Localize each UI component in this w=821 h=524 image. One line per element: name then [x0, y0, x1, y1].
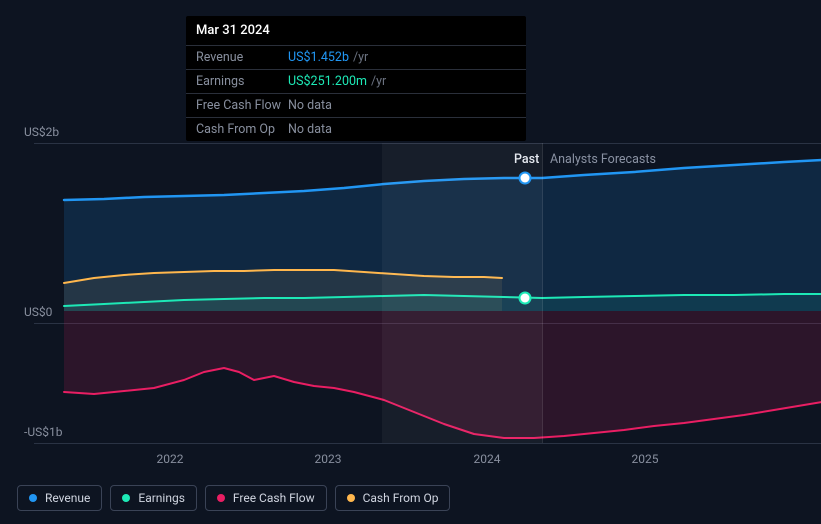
past-label: Past	[514, 152, 539, 167]
legend-item-cash-from-op[interactable]: Cash From Op	[335, 485, 451, 511]
y-tick-label: US$2b	[24, 125, 59, 139]
x-tick-label: 2023	[315, 452, 342, 466]
legend-dot-icon	[347, 494, 355, 502]
tooltip-metric-value: US$251.200m/yr	[288, 74, 516, 89]
past-highlight-zone	[382, 143, 542, 443]
chart-marker	[521, 294, 530, 303]
tooltip-metric-value: US$1.452b/yr	[288, 50, 516, 65]
x-tick-label: 2025	[632, 452, 659, 466]
chart-tooltip: Mar 31 2024 RevenueUS$1.452b/yrEarningsU…	[186, 16, 526, 141]
legend-dot-icon	[29, 494, 37, 502]
tooltip-suffix: /yr	[371, 74, 386, 89]
tooltip-row: RevenueUS$1.452b/yr	[186, 45, 526, 69]
tooltip-metric-label: Revenue	[196, 50, 288, 65]
tooltip-row: EarningsUS$251.200m/yr	[186, 69, 526, 93]
tooltip-metric-label: Cash From Op	[196, 122, 288, 137]
legend-label: Cash From Op	[363, 491, 439, 505]
tooltip-date: Mar 31 2024	[186, 16, 526, 45]
legend-item-revenue[interactable]: Revenue	[17, 485, 102, 511]
x-tick-label: 2024	[474, 452, 501, 466]
legend-item-free-cash-flow[interactable]: Free Cash Flow	[205, 485, 327, 511]
legend-item-earnings[interactable]: Earnings	[110, 485, 197, 511]
tooltip-metric-label: Free Cash Flow	[196, 98, 288, 113]
legend-dot-icon	[122, 494, 130, 502]
y-tick-label: US$0	[24, 305, 52, 319]
forecast-label: Analysts Forecasts	[550, 152, 656, 167]
legend-label: Earnings	[138, 491, 185, 505]
y-tick-label: -US$1b	[24, 425, 62, 439]
tooltip-row: Cash From OpNo data	[186, 117, 526, 141]
chart-marker	[521, 174, 530, 183]
past-forecast-divider	[542, 143, 543, 443]
legend-label: Free Cash Flow	[233, 491, 315, 505]
legend-dot-icon	[217, 494, 225, 502]
tooltip-suffix: /yr	[353, 50, 368, 65]
x-tick-label: 2022	[157, 452, 184, 466]
legend-label: Revenue	[45, 491, 90, 505]
tooltip-row: Free Cash FlowNo data	[186, 93, 526, 117]
chart-legend: Revenue Earnings Free Cash Flow Cash From O…	[17, 485, 450, 511]
tooltip-metric-label: Earnings	[196, 74, 288, 89]
tooltip-metric-value: No data	[288, 122, 516, 137]
tooltip-metric-value: No data	[288, 98, 516, 113]
